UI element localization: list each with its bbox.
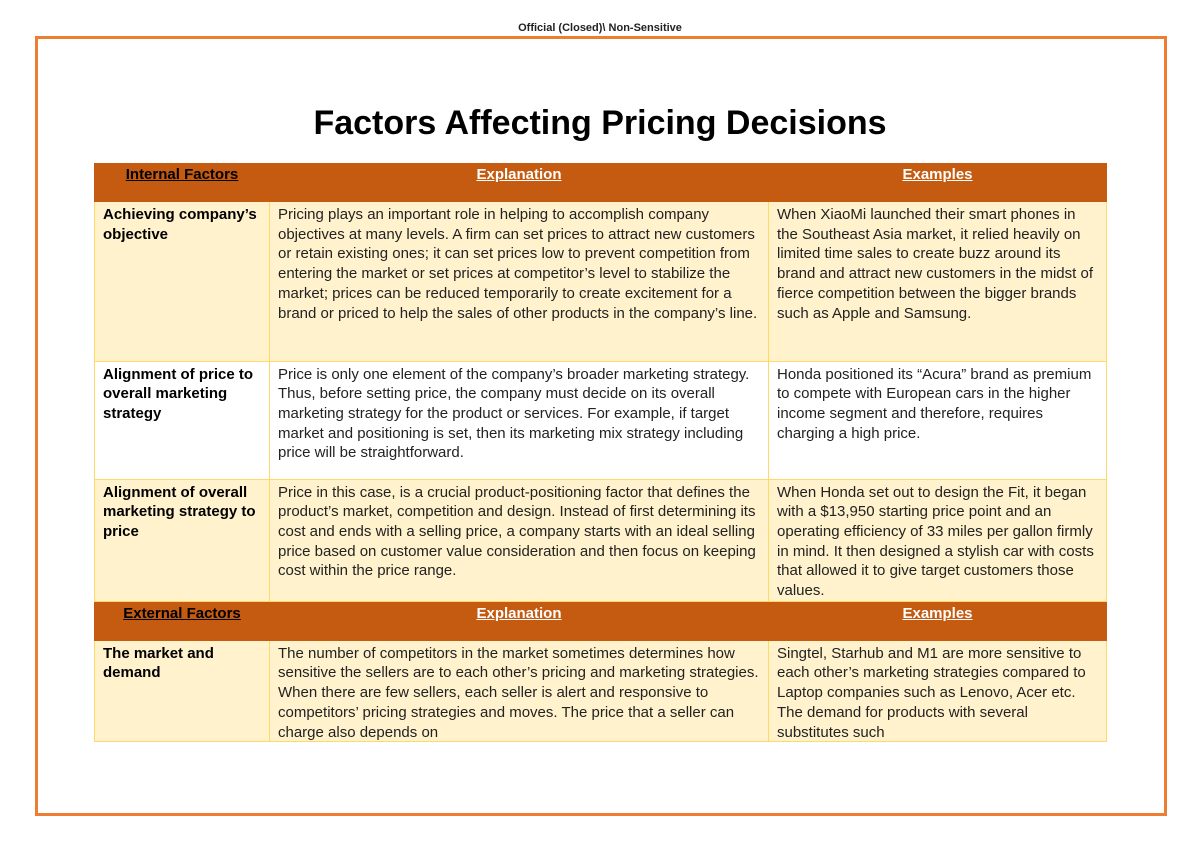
header-cell: Examples [768, 163, 1107, 202]
example-cell: Singtel, Starhub and M1 are more sensiti… [768, 640, 1107, 742]
header-row: Internal Factors Explanation Examples [94, 163, 1107, 202]
table-row: Alignment of price to overall marketing … [94, 361, 1107, 480]
header-cell: Internal Factors [94, 163, 270, 202]
document-title: Factors Affecting Pricing Decisions [313, 104, 887, 142]
explanation-cell: Pricing plays an important role in helpi… [269, 202, 769, 362]
header-cell: Explanation [269, 601, 769, 641]
table-row: Achieving company’s objective Pricing pl… [94, 202, 1107, 362]
factor-cell: Alignment of overall marketing strategy … [94, 479, 270, 602]
explanation-cell: The number of competitors in the market … [269, 640, 769, 742]
factor-cell: Achieving company’s objective [94, 202, 270, 362]
table-row: The market and demand The number of comp… [94, 640, 1107, 742]
factor-cell: The market and demand [94, 640, 270, 742]
explanation-cell: Price in this case, is a crucial product… [269, 479, 769, 602]
page-frame [35, 36, 1167, 816]
example-cell: When Honda set out to design the Fit, it… [768, 479, 1107, 602]
header-row: External Factors Explanation Examples [94, 601, 1107, 641]
factor-cell: Alignment of price to overall marketing … [94, 361, 270, 480]
factors-table: Internal Factors Explanation Examples Ac… [94, 163, 1107, 742]
table-row: Alignment of overall marketing strategy … [94, 479, 1107, 602]
header-cell: Explanation [269, 163, 769, 202]
classification-label: Official (Closed)\ Non-Sensitive [518, 22, 682, 34]
example-cell: Honda positioned its “Acura” brand as pr… [768, 361, 1107, 480]
example-cell: When XiaoMi launched their smart phones … [768, 202, 1107, 362]
cell-text: The number of competitors in the market … [278, 644, 759, 741]
cell-text: Singtel, Starhub and M1 are more sensiti… [777, 644, 1086, 741]
header-cell: Examples [768, 601, 1107, 641]
cell-text: The market and demand [103, 644, 214, 682]
explanation-cell: Price is only one element of the company… [269, 361, 769, 480]
header-cell: External Factors [94, 601, 270, 641]
